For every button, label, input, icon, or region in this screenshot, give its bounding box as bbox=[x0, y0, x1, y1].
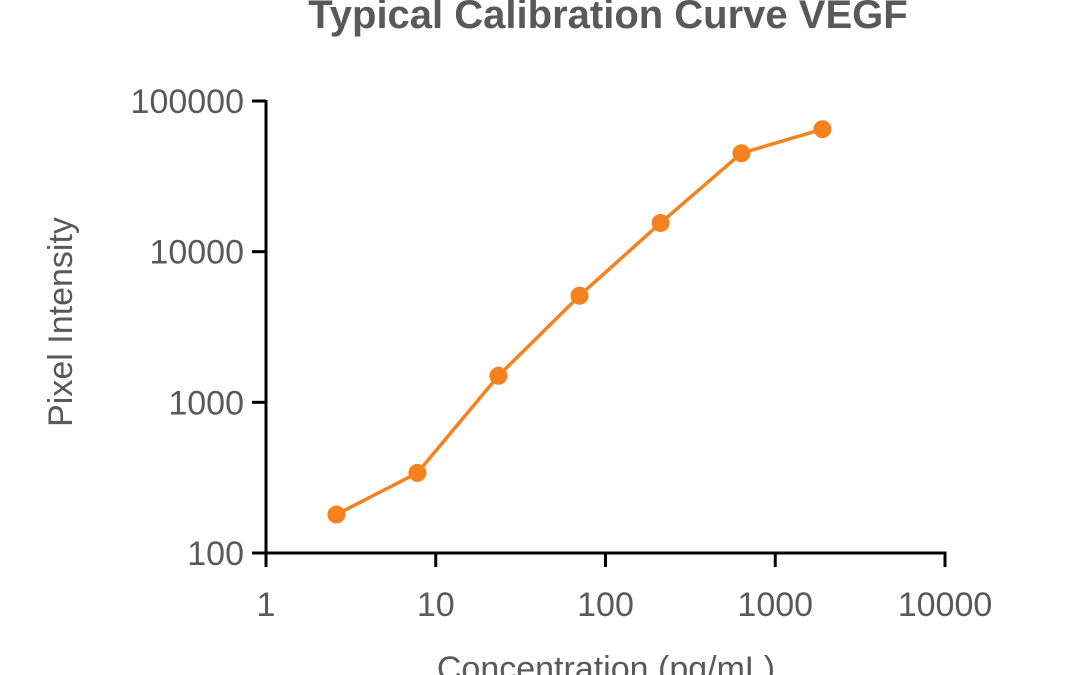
y-tick-label: 100 bbox=[187, 535, 244, 573]
x-tick-label: 1000 bbox=[737, 586, 813, 624]
y-tick-label: 10000 bbox=[149, 234, 244, 272]
series-line bbox=[335, 127, 823, 517]
chart-title: Typical Calibration Curve VEGF bbox=[308, 0, 907, 37]
x-tick-label: 10 bbox=[417, 586, 455, 624]
y-axis-label: Pixel Intensity bbox=[42, 217, 80, 427]
data-series bbox=[327, 120, 832, 524]
data-point bbox=[732, 144, 751, 163]
y-tick-label: 1000 bbox=[168, 384, 244, 422]
data-point bbox=[651, 213, 670, 232]
axes: 1 10 100 1000 10000 100 1000 10000 100000 bbox=[131, 83, 993, 624]
y-tick-label: 100000 bbox=[131, 83, 244, 121]
data-point bbox=[570, 286, 589, 305]
x-axis-label: Concentration (pg/mL) bbox=[437, 650, 775, 675]
x-tick-label: 100 bbox=[577, 586, 634, 624]
data-point bbox=[408, 463, 427, 482]
data-point bbox=[327, 505, 346, 524]
data-point bbox=[813, 120, 832, 139]
data-point bbox=[489, 366, 508, 385]
x-tick-label: 10000 bbox=[898, 586, 993, 624]
x-tick-label: 1 bbox=[257, 586, 276, 624]
